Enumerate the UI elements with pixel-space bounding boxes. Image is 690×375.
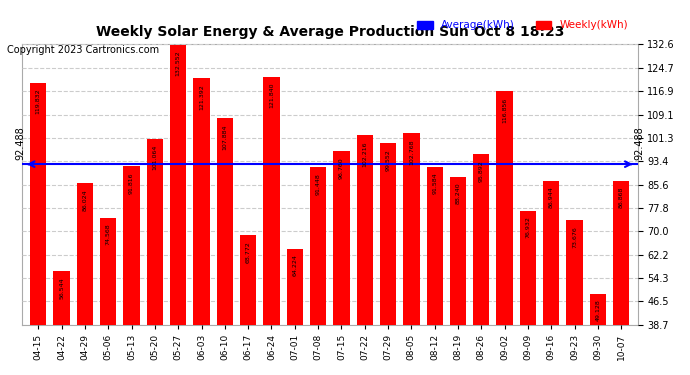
Text: 91.816: 91.816 bbox=[129, 172, 134, 194]
Text: Copyright 2023 Cartronics.com: Copyright 2023 Cartronics.com bbox=[7, 45, 159, 55]
Text: 121.392: 121.392 bbox=[199, 84, 204, 110]
Bar bbox=[403, 134, 420, 375]
Text: 86.944: 86.944 bbox=[549, 187, 554, 209]
Text: 107.884: 107.884 bbox=[222, 124, 227, 150]
Bar bbox=[426, 167, 443, 375]
Text: 49.128: 49.128 bbox=[595, 300, 600, 321]
Bar bbox=[240, 235, 256, 375]
Text: 102.768: 102.768 bbox=[409, 140, 414, 165]
Text: 95.892: 95.892 bbox=[479, 160, 484, 182]
Text: 64.224: 64.224 bbox=[293, 255, 297, 276]
Text: 86.024: 86.024 bbox=[82, 189, 88, 211]
Text: 132.552: 132.552 bbox=[176, 51, 181, 76]
Text: 116.856: 116.856 bbox=[502, 98, 507, 123]
Text: 102.216: 102.216 bbox=[362, 141, 367, 166]
Bar bbox=[333, 152, 350, 375]
Bar bbox=[357, 135, 373, 375]
Text: 68.772: 68.772 bbox=[246, 241, 250, 262]
Bar bbox=[100, 217, 117, 375]
Bar bbox=[170, 45, 186, 375]
Bar bbox=[217, 118, 233, 375]
Bar bbox=[310, 167, 326, 375]
Text: 121.840: 121.840 bbox=[269, 82, 274, 108]
Text: 76.932: 76.932 bbox=[526, 217, 531, 238]
Text: 119.832: 119.832 bbox=[36, 88, 41, 114]
Legend: Average(kWh), Weekly(kWh): Average(kWh), Weekly(kWh) bbox=[413, 16, 632, 34]
Text: 74.568: 74.568 bbox=[106, 224, 110, 245]
Bar bbox=[147, 139, 163, 375]
Bar bbox=[613, 181, 629, 375]
Text: 92.488: 92.488 bbox=[15, 126, 26, 160]
Text: 99.552: 99.552 bbox=[386, 149, 391, 171]
Bar bbox=[264, 76, 279, 375]
Bar bbox=[543, 181, 560, 375]
Title: Weekly Solar Energy & Average Production Sun Oct 8 18:23: Weekly Solar Energy & Average Production… bbox=[95, 25, 564, 39]
Bar bbox=[53, 272, 70, 375]
Text: 73.676: 73.676 bbox=[572, 226, 577, 248]
Bar bbox=[30, 82, 46, 375]
Bar bbox=[497, 92, 513, 375]
Text: 92.488: 92.488 bbox=[634, 126, 644, 160]
Text: 91.448: 91.448 bbox=[315, 173, 321, 195]
Bar bbox=[450, 177, 466, 375]
Text: 101.064: 101.064 bbox=[152, 144, 157, 170]
Bar bbox=[193, 78, 210, 375]
Bar bbox=[520, 211, 536, 375]
Bar bbox=[566, 220, 583, 375]
Text: 91.584: 91.584 bbox=[432, 173, 437, 195]
Text: 96.760: 96.760 bbox=[339, 158, 344, 179]
Bar bbox=[77, 183, 93, 375]
Bar bbox=[590, 294, 606, 375]
Text: 56.544: 56.544 bbox=[59, 278, 64, 299]
Text: 86.868: 86.868 bbox=[619, 187, 624, 208]
Bar bbox=[380, 143, 396, 375]
Bar bbox=[124, 166, 139, 375]
Bar bbox=[286, 249, 303, 375]
Bar bbox=[473, 154, 489, 375]
Text: 88.240: 88.240 bbox=[455, 183, 460, 204]
